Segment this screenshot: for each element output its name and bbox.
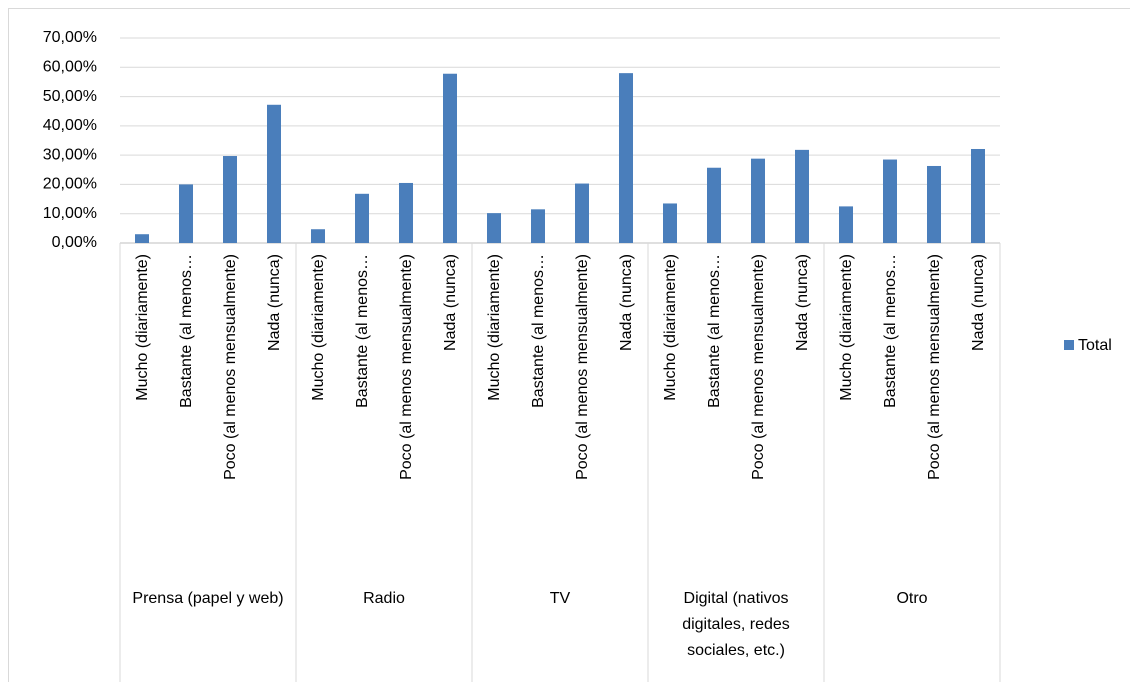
bar [575,183,589,243]
bar [531,209,545,243]
x-tick-label: Mucho (diariamente) [486,254,503,401]
x-tick-label: Nada (nunca) [266,254,283,351]
bar [971,148,985,243]
x-tick-label: Nada (nunca) [970,254,987,351]
group-label: Digital (nativos digitales, redes social… [682,590,790,659]
bar [223,156,237,243]
y-tick-label: 40,00% [43,117,97,134]
group-label: Radio [363,590,405,607]
x-tick-label: Poco (al menos mensualmente) [398,254,415,480]
y-tick-label: 10,00% [43,205,97,222]
x-tick-label: Nada (nunca) [618,254,635,351]
bar [179,184,193,243]
x-tick-label: Bastante (al menos… [706,254,723,408]
x-tick-label: Bastante (al menos… [178,254,195,408]
group-label: TV [549,590,571,607]
bar [135,234,149,243]
y-tick-label: 30,00% [43,146,97,163]
bar [663,203,677,243]
bar [619,73,633,244]
x-tick-label: Bastante (al menos… [354,254,371,408]
bar [443,73,457,243]
bar [707,167,721,243]
x-tick-label: Poco (al menos mensualmente) [926,254,943,480]
bar [311,229,325,243]
bar [355,193,369,243]
x-tick-label: Poco (al menos mensualmente) [222,254,239,480]
bar [751,158,765,243]
x-tick-label: Mucho (diariamente) [134,254,151,401]
x-tick-label: Bastante (al menos… [530,254,547,408]
y-tick-label: 60,00% [43,59,97,76]
y-tick-label: 50,00% [43,88,97,105]
y-tick-label: 20,00% [43,176,97,193]
group-label: Prensa (papel y web) [132,590,284,607]
bar [795,149,809,243]
y-tick-label: 0,00% [52,234,97,251]
bar [399,182,413,243]
x-tick-label: Nada (nunca) [794,254,811,351]
group-label: Otro [896,590,928,607]
bar [883,159,897,243]
x-tick-label: Mucho (diariamente) [310,254,327,401]
x-tick-label: Mucho (diariamente) [838,254,855,401]
y-tick-label: 70,00% [43,29,97,46]
x-tick-label: Poco (al menos mensualmente) [574,254,591,480]
bar [927,165,941,243]
legend-swatch [1064,340,1074,350]
x-tick-label: Bastante (al menos… [882,254,899,408]
bar [487,213,501,243]
bar [839,206,853,243]
chart-frame [8,8,1130,682]
x-tick-label: Nada (nunca) [442,254,459,351]
x-tick-label: Poco (al menos mensualmente) [750,254,767,480]
x-tick-label: Mucho (diariamente) [662,254,679,401]
bar [267,104,281,244]
legend-label: Total [1078,337,1112,354]
